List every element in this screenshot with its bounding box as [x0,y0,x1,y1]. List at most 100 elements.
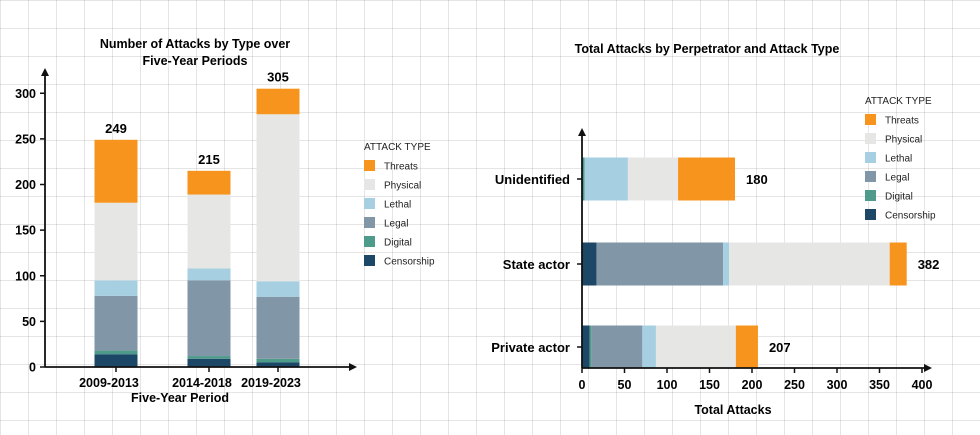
bar-segment-digital-2019-2023 [256,358,300,363]
x-tick-label: 50 [618,378,632,392]
legend-label-digital: Digital [384,238,412,249]
x-axis-label: Total Attacks [694,403,771,417]
x-tick-label: 250 [784,378,805,392]
bar-segment-legal-private-actor [591,325,643,369]
bar-segment-legal-2019-2023 [256,296,300,359]
x-tick-label: 350 [869,378,890,392]
legend-title: ATTACK TYPE [364,142,431,153]
y-tick-label: 250 [15,132,36,146]
y-tick-label: 100 [15,269,36,283]
y-tick-label: 0 [29,361,36,375]
legend-title: ATTACK TYPE [865,96,932,107]
chart-title-line: Five-Year Periods [143,54,248,68]
bar-total-label: 382 [918,257,940,272]
bar-segment-physical-unidentified [627,157,679,201]
x-tick-label: 150 [699,378,720,392]
chart-attacks-by-perpetrator: Total Attacks by Perpetrator and Attack … [491,42,939,417]
bar-segment-lethal-2014-2018 [187,268,231,281]
x-tick-label: 100 [657,378,678,392]
x-axis-label: Five-Year Period [131,391,229,405]
legend-label-legal: Legal [384,219,408,230]
bar-segment-censorship-2009-2013 [94,354,138,367]
bar-segment-physical-2019-2023 [256,114,300,282]
bar-segment-censorship-2014-2018 [187,358,231,367]
bar-segment-digital-2014-2018 [187,356,231,359]
bar-total-label: 249 [105,121,127,136]
y-tick-label: Private actor [491,340,570,355]
legend-swatch-digital [364,236,375,247]
legend-label-physical: Physical [384,181,421,192]
bar-segment-threats-state-actor [889,242,907,286]
bar-segment-lethal-private-actor [642,325,656,369]
bar-segment-physical-2014-2018 [187,194,231,269]
legend-swatch-threats [865,114,876,125]
bar-total-label: 207 [769,340,791,355]
bar-segment-censorship-private-actor [582,325,590,369]
legend-1: ATTACK TYPE Threats Physical Lethal Legal Dig… [364,142,435,268]
legend-swatch-physical [865,133,876,144]
legend-swatch-censorship [865,209,876,220]
bar-segment-digital-unidentified [582,157,585,201]
bar-segment-physical-state-actor [729,242,890,286]
bar-total-label: 180 [746,172,768,187]
bar-segment-threats-2009-2013 [94,139,138,203]
x-tick-label: 2019-2023 [241,376,301,390]
legend-label-threats: Threats [885,116,919,127]
legend-label-digital: Digital [885,192,913,203]
chart-attacks-by-period: Number of Attacks by Type over Five-Year … [15,37,357,405]
bar-segment-physical-2009-2013 [94,202,138,281]
bar-segment-lethal-2009-2013 [94,280,138,296]
legend-label-lethal: Lethal [885,154,912,165]
y-axis-arrow [41,68,49,76]
legend-swatch-lethal [865,152,876,163]
legend-label-legal: Legal [885,173,909,184]
x-tick-label: 2009-2013 [79,376,139,390]
chart-title-line: Number of Attacks by Type over [100,37,290,51]
chart-title: Total Attacks by Perpetrator and Attack … [575,42,840,56]
bar-segment-digital-2009-2013 [94,350,138,355]
bar-segment-threats-private-actor [735,325,758,369]
x-tick-label: 0 [579,378,586,392]
legend-2: ATTACK TYPE Threats Physical Lethal Legal Dig… [865,96,936,222]
bar-segment-physical-private-actor [655,325,736,369]
legend-swatch-physical [364,179,375,190]
legend-swatch-censorship [364,255,375,266]
legend-label-censorship: Censorship [384,257,435,268]
bar-segment-censorship-state-actor [582,242,597,286]
x-tick-label: 400 [912,378,933,392]
bar-segment-threats-2019-2023 [256,88,300,115]
legend-label-threats: Threats [384,162,418,173]
bar-segment-threats-unidentified [678,157,735,201]
x-axis-arrow [349,363,357,371]
y-axis-arrow [578,128,586,136]
bar-segment-legal-2009-2013 [94,295,138,351]
bar-segment-lethal-unidentified [584,157,628,201]
bar-segment-lethal-state-actor [723,242,730,286]
bar-segment-censorship-2019-2023 [256,362,300,367]
legend-swatch-lethal [364,198,375,209]
x-tick-label: 300 [827,378,848,392]
x-axis-arrow [924,364,932,372]
bar-segment-threats-2014-2018 [187,170,231,195]
legend-swatch-legal [364,217,375,228]
bar-segment-legal-2014-2018 [187,280,231,357]
y-tick-label: 200 [15,178,36,192]
bar-segment-legal-state-actor [596,242,724,286]
bar-segment-lethal-2019-2023 [256,281,300,297]
bar-total-label: 215 [198,152,220,167]
y-tick-label: 150 [15,224,36,238]
x-tick-label: 2014-2018 [172,376,232,390]
legend-swatch-digital [865,190,876,201]
legend-label-physical: Physical [885,135,922,146]
y-tick-label: State actor [503,257,570,272]
y-tick-label: 50 [22,315,36,329]
y-tick-label: Unidentified [495,172,570,187]
legend-label-lethal: Lethal [384,200,411,211]
legend-swatch-legal [865,171,876,182]
bar-segment-digital-private-actor [589,325,592,369]
x-tick-label: 200 [742,378,763,392]
legend-swatch-threats [364,160,375,171]
legend-label-censorship: Censorship [885,211,936,222]
bar-total-label: 305 [267,70,289,85]
